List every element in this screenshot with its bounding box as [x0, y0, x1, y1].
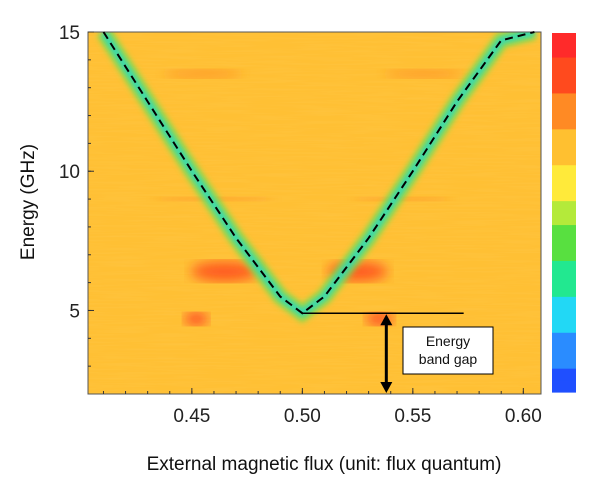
y-axis-ticks: 5 10 15 — [59, 23, 94, 367]
colorbar-segment — [552, 260, 576, 273]
orange-streak-right — [383, 69, 464, 78]
colorbar — [552, 33, 576, 393]
y-axis-label: Energy (GHz) — [18, 144, 39, 260]
colorbar-segment — [552, 152, 576, 166]
colorbar-segment — [552, 188, 576, 202]
colorbar-segment — [552, 332, 576, 345]
colorbar-segment — [552, 140, 576, 154]
colorbar-segment — [552, 296, 576, 309]
band-gap-label-line: Energy — [426, 333, 470, 349]
colorbar-segment — [552, 356, 576, 369]
colorbar-segment — [552, 368, 576, 381]
red-region-left — [184, 312, 209, 325]
x-tick-label: 0.55 — [394, 406, 431, 427]
colorbar-segment — [552, 176, 576, 190]
colorbar-segment — [552, 116, 576, 130]
colorbar-segment — [552, 272, 576, 285]
colorbar-segment — [552, 248, 576, 261]
colorbar-segment — [552, 224, 576, 238]
colorbar-segment — [552, 33, 576, 46]
band-gap-label-line: band gap — [419, 351, 478, 367]
colorbar-segment — [552, 200, 576, 214]
plot-frame — [87, 31, 542, 395]
x-tick-label: 0.45 — [173, 406, 210, 427]
colorbar-segment — [552, 80, 576, 94]
colorbar-segment — [552, 104, 576, 118]
colorbar-segment — [552, 236, 576, 249]
heatmap-intensity-regions — [153, 69, 464, 325]
band-core — [100, 32, 536, 318]
colorbar-segment — [552, 164, 576, 178]
colorbar-segment — [552, 128, 576, 142]
colorbar-segment — [552, 344, 576, 357]
band-gap-annotation: Energy band gap — [302, 312, 494, 393]
colorbar-segment — [552, 44, 576, 58]
x-axis-ticks: 0.45 0.50 0.55 0.60 — [102, 388, 542, 427]
y-tick-label: 5 — [69, 301, 80, 322]
colorbar-segment — [552, 284, 576, 297]
colorbar-segment — [552, 212, 576, 226]
y-tick-label: 10 — [59, 162, 80, 183]
colorbar-segment — [552, 92, 576, 106]
colorbar-segment — [552, 68, 576, 82]
band-gap-arrow-head-bottom — [380, 382, 393, 393]
y-tick-label: 15 — [59, 23, 80, 44]
x-tick-label: 0.50 — [284, 406, 321, 427]
spectral-band — [96, 32, 537, 324]
x-axis-label: External magnetic flux (unit: flux quant… — [147, 454, 502, 475]
orange-streak-left — [162, 69, 243, 78]
colorbar-segment — [552, 308, 576, 321]
band-gap-arrow-head-top — [380, 314, 393, 326]
colorbar-segment — [552, 56, 576, 70]
colorbar-segment — [552, 380, 576, 393]
orange-region-left — [191, 261, 260, 282]
plot-area — [88, 32, 541, 394]
band-gap-label-box — [402, 326, 494, 375]
colorbar-segment — [552, 320, 576, 333]
x-tick-label: 0.60 — [505, 406, 542, 427]
